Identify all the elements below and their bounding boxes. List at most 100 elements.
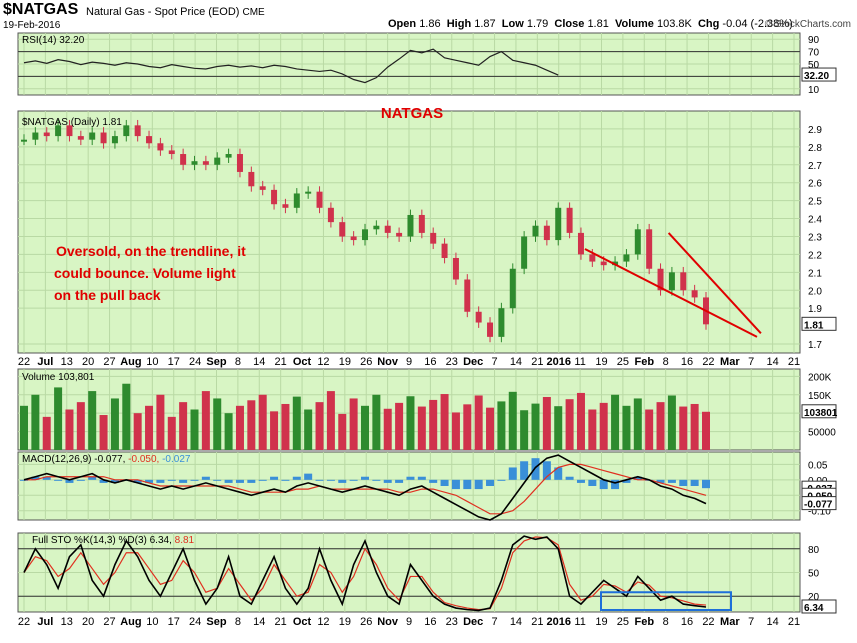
low-label: Low (501, 18, 524, 30)
price-candle (55, 125, 62, 137)
price-last-tag: 1.81 (804, 320, 824, 331)
volume-bar (406, 396, 415, 450)
volume-bar (440, 394, 449, 450)
rsi-line (23, 48, 559, 84)
macd-histogram-bar (497, 479, 506, 481)
x-tick-label: 10 (146, 356, 158, 368)
x-tick-label: 19 (595, 616, 607, 628)
sto-title-part: Full STO %K(14,3) %D(3) 6.34, (32, 535, 175, 546)
x-tick-label: 8 (235, 616, 241, 628)
x-tick-label: Mar (720, 616, 740, 628)
volume-bar (656, 402, 665, 450)
low-value: 1.79 (526, 18, 549, 30)
volume-bar (576, 392, 585, 450)
volume-bar (531, 403, 540, 450)
x-tick-label: 10 (146, 616, 158, 628)
x-tick-label: 7 (491, 356, 497, 368)
macd-histogram-bar (406, 476, 415, 480)
macd-title: MACD(12,26,9) -0.077, -0.050, -0.027 (22, 454, 191, 465)
volume-bar (213, 398, 222, 450)
macd-line (23, 454, 707, 521)
macd-histogram-bar (99, 479, 108, 483)
volume-bar (486, 407, 495, 450)
macd-histogram-bar (145, 479, 154, 483)
price-candle (180, 154, 187, 165)
price-y-tick: 2.8 (808, 143, 822, 154)
x-tick-label: 22 (18, 616, 30, 628)
sto-y-tick: 80 (808, 545, 820, 556)
volume-bar (54, 387, 63, 450)
x-tick-label: 8 (235, 356, 241, 368)
macd-histogram-bar (463, 479, 472, 490)
price-candle (532, 225, 539, 237)
x-tick-label: 17 (168, 356, 180, 368)
price-candle (668, 272, 675, 291)
volume-bar (690, 403, 699, 450)
copyright-text: © StockCharts.com (764, 19, 851, 30)
macd-histogram-bar (531, 458, 540, 480)
price-candle (225, 154, 232, 158)
volume-y-tick: 200K (808, 372, 832, 383)
x-tick-label: Sep (206, 616, 226, 628)
x-tick-label: 14 (253, 616, 265, 628)
macd-histogram-bar (474, 479, 483, 490)
x-tick-label: 25 (617, 616, 629, 628)
rsi-y-tick: 70 (808, 48, 820, 59)
volume-bar (235, 405, 244, 450)
x-tick-label: 9 (406, 616, 412, 628)
x-tick-label: Jul (37, 356, 53, 368)
volume-bar (622, 405, 631, 450)
macd-histogram-bar (554, 467, 563, 480)
volume-bar (20, 405, 28, 450)
volume-bar (99, 415, 108, 450)
price-candle (157, 143, 164, 151)
x-tick-label: 26 (360, 356, 372, 368)
x-tick-label: 21 (788, 356, 800, 368)
price-candle (452, 257, 459, 280)
price-candle (657, 268, 664, 291)
volume-bar (247, 400, 256, 450)
macd-histogram-bar (281, 479, 290, 481)
rsi-last-tag: 32.20 (804, 71, 829, 82)
macd-histogram-bar (576, 479, 585, 483)
sto-last-tag-box (801, 599, 837, 614)
price-candle (589, 254, 596, 262)
price-candle (543, 225, 550, 241)
macd-histogram-bar (304, 473, 313, 480)
x-tick-label: 16 (681, 616, 693, 628)
ohlc-readout: Open 1.86 High 1.87 Low 1.79 Close 1.81 … (388, 18, 793, 30)
price-candle (43, 132, 50, 137)
high-value: 1.87 (474, 18, 496, 30)
volume-bar (258, 394, 267, 450)
annotation-text: Oversold, on the trendline, it (56, 243, 246, 259)
volume-title: Volume 103,801 (22, 372, 95, 383)
exchange-label: CME (242, 7, 265, 18)
price-y-tick: 2.0 (808, 286, 822, 297)
sto-d-line (23, 536, 707, 611)
x-tick-label: 24 (189, 616, 201, 628)
sto-title: Full STO %K(14,3) %D(3) 6.34, 8.81 (32, 535, 195, 546)
x-tick-label: Nov (377, 356, 399, 368)
macd-histogram-bar (54, 479, 63, 481)
x-tick-label: 7 (748, 356, 754, 368)
price-candle (259, 186, 266, 190)
macd-histogram-bar (622, 479, 631, 483)
price-candle (236, 154, 243, 172)
rsi-last-tag-box (801, 67, 837, 82)
macd-histogram-bar (338, 479, 347, 483)
price-candle (509, 268, 516, 309)
macd-histogram-bar (42, 476, 51, 480)
volume-bar (201, 391, 210, 450)
x-tick-label: 13 (61, 616, 73, 628)
price-y-tick: 2.9 (808, 125, 822, 136)
x-tick-label: Jul (37, 616, 53, 628)
volume-bar (474, 395, 483, 450)
volume-last-tag-box (801, 404, 837, 419)
price-candle (407, 214, 414, 237)
volume-bar (65, 409, 74, 450)
open-value: 1.86 (419, 18, 441, 30)
close-label: Close (554, 18, 585, 30)
x-tick-label: 14 (253, 356, 265, 368)
price-candle (66, 125, 73, 137)
